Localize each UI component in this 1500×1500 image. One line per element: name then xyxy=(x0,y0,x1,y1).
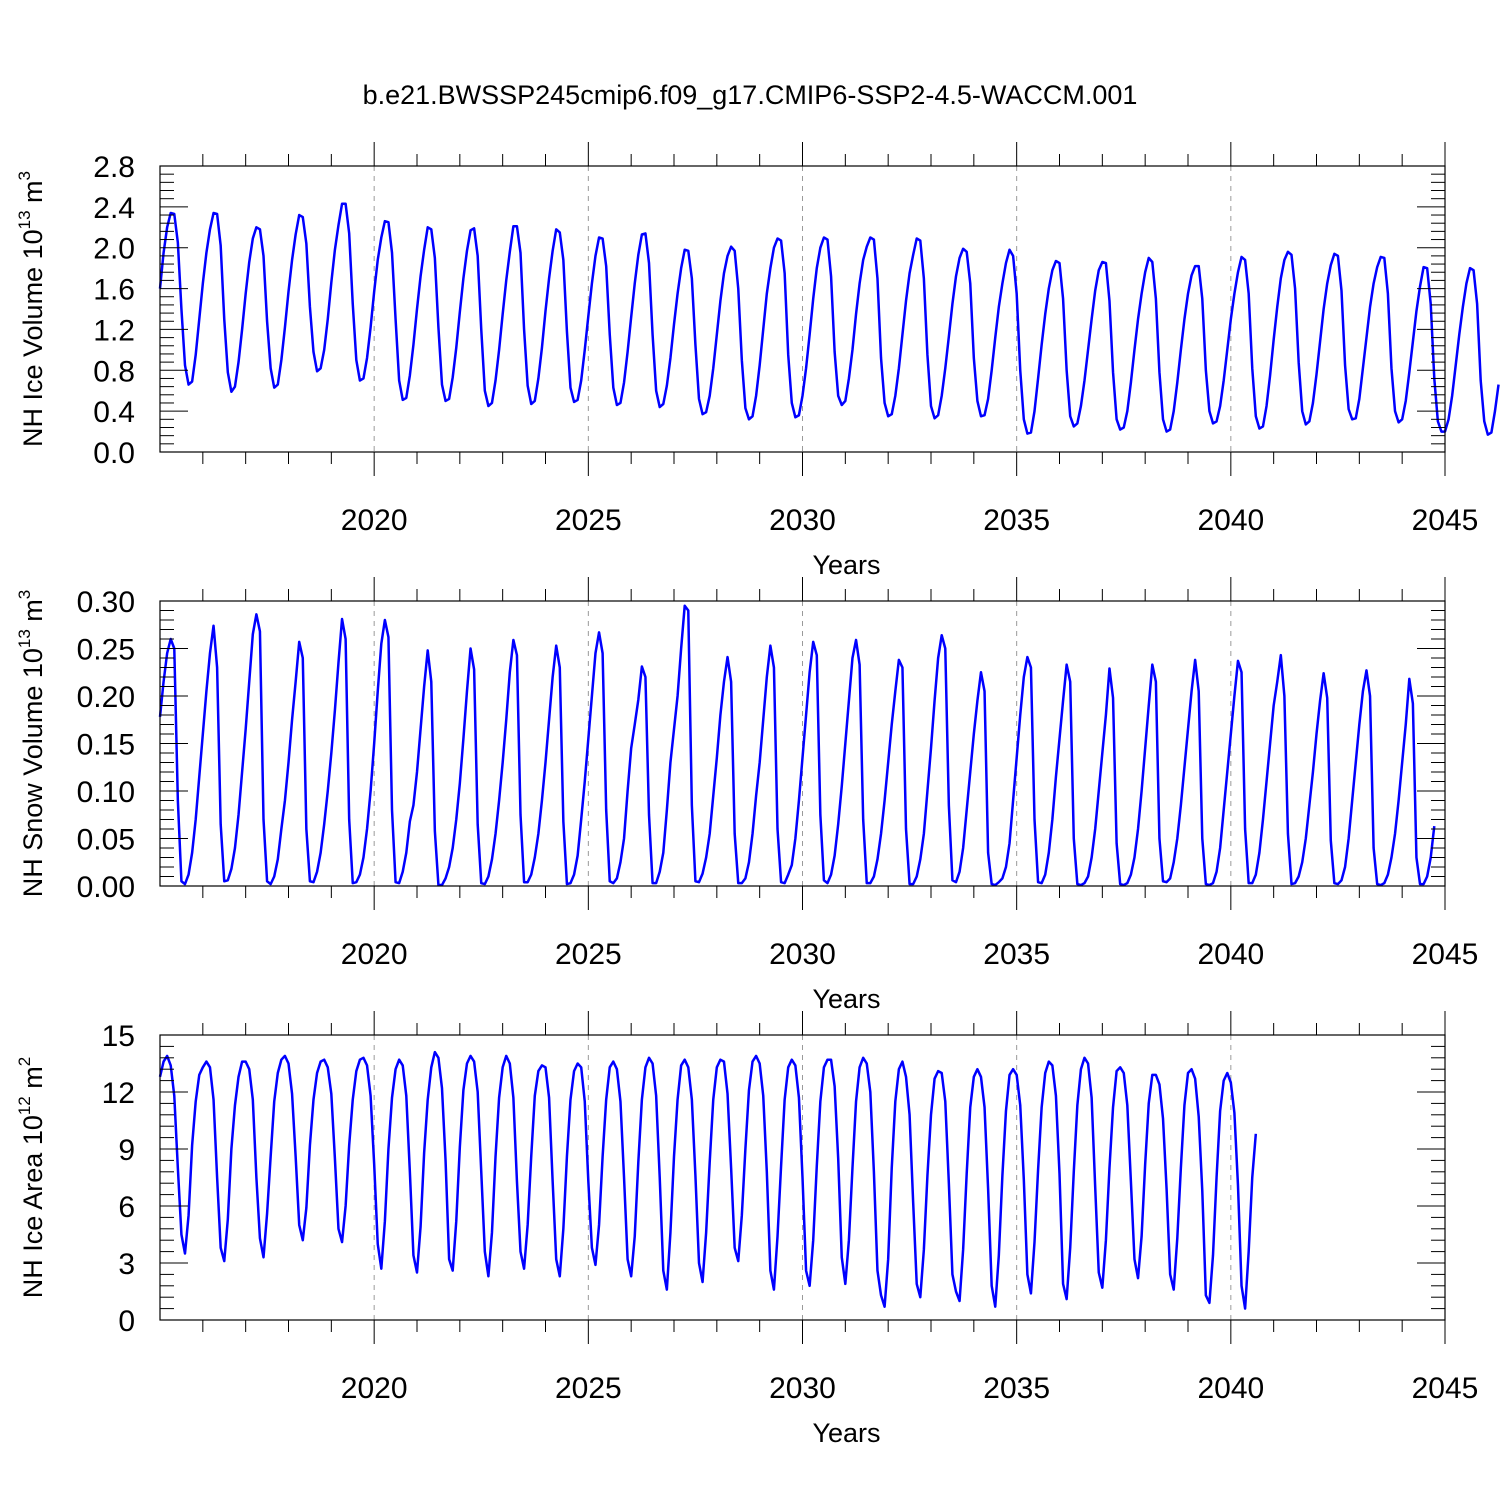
figure-title: b.e21.BWSSP245cmip6.f09_g17.CMIP6-SSP2-4… xyxy=(363,80,1138,110)
x-tick-label: 2035 xyxy=(983,504,1050,537)
y-tick-label: 1.2 xyxy=(93,314,135,347)
panels: 2020 2025 2030 2035 2040 2045 Years 0.0 0.4 0.8 1.… xyxy=(15,142,1500,1448)
y-tick-label: 12 xyxy=(102,1077,135,1110)
chart-panel-1: 2020 2025 2030 2035 2040 2045 Years 0.0 0.4 0.8 1.… xyxy=(15,142,1500,580)
x-tick-label: 2035 xyxy=(983,1372,1050,1405)
y-axis-title-part: m xyxy=(18,599,48,629)
y-tick-label: 1.6 xyxy=(93,274,135,307)
x-tick-label: 2045 xyxy=(1412,1372,1479,1405)
y-tick-label: 0.20 xyxy=(77,681,135,714)
x-tick-label: 2025 xyxy=(555,504,622,537)
x-tick-label: 2045 xyxy=(1412,504,1479,537)
y-tick-label: 0.0 xyxy=(93,437,135,470)
y-tick-label: 0.25 xyxy=(77,634,135,667)
y-axis-title-superscript: 3 xyxy=(15,171,34,180)
y-tick-label: 6 xyxy=(118,1191,135,1224)
y-axis-title-superscript: 13 xyxy=(15,210,34,229)
x-tick-label: 2040 xyxy=(1197,504,1264,537)
x-tick-label: 2030 xyxy=(769,938,836,971)
y-axis-title-part: NH Ice Volume 10 xyxy=(18,229,48,447)
chart-panel-3: 2020 2025 2030 2035 2040 2045 Years 0 3 6 9 12 15 NH … xyxy=(15,1011,1478,1448)
x-axis-title: Years xyxy=(812,984,880,1014)
x-tick-label: 2025 xyxy=(555,938,622,971)
x-tick-label: 2020 xyxy=(341,504,408,537)
x-tick-label: 2025 xyxy=(555,1372,622,1405)
series-line xyxy=(158,1050,1258,1310)
y-axis-title-part: m xyxy=(18,180,48,210)
y-axis-title: NH Ice Area 1012 m2 xyxy=(15,1057,48,1298)
y-tick-label: 0 xyxy=(118,1305,135,1338)
x-axis-title: Years xyxy=(812,1418,880,1448)
y-axis-title-superscript: 2 xyxy=(15,1057,34,1066)
y-axis-title-part: NH Ice Area 10 xyxy=(18,1115,48,1298)
y-tick-label: 0.15 xyxy=(77,729,135,762)
y-tick-label: 15 xyxy=(102,1020,135,1053)
chart-panel-2: 2020 2025 2030 2035 2040 2045 Years 0.00 0.05 0.1… xyxy=(15,577,1478,1014)
y-tick-label: 0.30 xyxy=(77,586,135,619)
x-tick-label: 2030 xyxy=(769,1372,836,1405)
y-axis-title-part: NH Snow Volume 10 xyxy=(18,648,48,897)
y-axis-title: NH Ice Volume 1013 m3 xyxy=(15,171,48,447)
y-axis-title-part: m xyxy=(18,1066,48,1096)
y-tick-label: 0.4 xyxy=(93,396,135,429)
y-axis-title-superscript: 13 xyxy=(15,629,34,648)
y-tick-label: 2.8 xyxy=(93,151,135,184)
y-tick-label: 9 xyxy=(118,1134,135,1167)
y-tick-label: 3 xyxy=(118,1248,135,1281)
y-axis-title-superscript: 12 xyxy=(15,1096,34,1115)
x-tick-label: 2040 xyxy=(1197,1372,1264,1405)
x-tick-label: 2040 xyxy=(1197,938,1264,971)
y-tick-label: 0.00 xyxy=(77,871,135,904)
x-axis-title: Years xyxy=(812,550,880,580)
y-tick-label: 2.4 xyxy=(93,192,135,225)
y-tick-label: 0.10 xyxy=(77,776,135,809)
y-axis-title-superscript: 3 xyxy=(15,590,34,599)
y-axis-title: NH Snow Volume 1013 m3 xyxy=(15,590,48,898)
y-tick-label: 0.05 xyxy=(77,824,135,857)
x-tick-label: 2045 xyxy=(1412,938,1479,971)
y-tick-label: 0.8 xyxy=(93,355,135,388)
series-line xyxy=(158,604,1436,887)
series-line xyxy=(158,202,1500,436)
y-tick-label: 2.0 xyxy=(93,233,135,266)
x-tick-label: 2035 xyxy=(983,938,1050,971)
x-tick-label: 2020 xyxy=(341,938,408,971)
x-tick-label: 2020 xyxy=(341,1372,408,1405)
x-tick-label: 2030 xyxy=(769,504,836,537)
